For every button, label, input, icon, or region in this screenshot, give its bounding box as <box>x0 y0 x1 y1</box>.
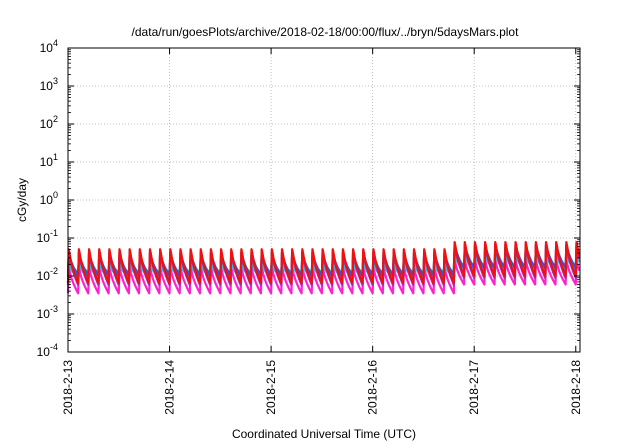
y-tick-label: 10-4 <box>37 342 58 359</box>
x-tick-label: 2018-2-17 <box>467 360 481 415</box>
y-tick-label: 10-2 <box>37 266 58 283</box>
x-tick-label: 2018-2-13 <box>61 360 75 415</box>
y-tick-label: 102 <box>40 114 58 131</box>
x-tick-label: 2018-2-18 <box>569 360 583 415</box>
y-tick-label: 101 <box>40 152 58 169</box>
y-tick-label: 100 <box>40 190 58 207</box>
x-tick-label: 2018-2-15 <box>264 360 278 415</box>
x-tick-label: 2018-2-16 <box>366 360 380 415</box>
chart-title: /data/run/goesPlots/archive/2018-02-18/0… <box>132 25 520 39</box>
y-tick-label: 10-1 <box>37 228 58 245</box>
grid <box>68 48 580 352</box>
x-axis-label: Coordinated Universal Time (UTC) <box>232 427 416 441</box>
x-tick-label: 2018-2-14 <box>163 360 177 415</box>
series-line <box>66 240 581 285</box>
x-tick-labels: 2018-2-13 2018-2-14 2018-2-15 2018-2-16 2018… <box>61 360 583 415</box>
y-axis-label: cGy/day <box>15 178 29 222</box>
y-tick-label: 104 <box>40 38 58 55</box>
series-line <box>66 259 581 295</box>
y-tick-labels: 10-4 10-3 10-2 10-1 100 101 102 103 104 <box>37 38 58 359</box>
y-tick-label: 10-3 <box>37 304 58 321</box>
series-group <box>66 240 581 295</box>
y-tick-label: 103 <box>40 76 58 93</box>
axis-ticks <box>67 47 580 353</box>
